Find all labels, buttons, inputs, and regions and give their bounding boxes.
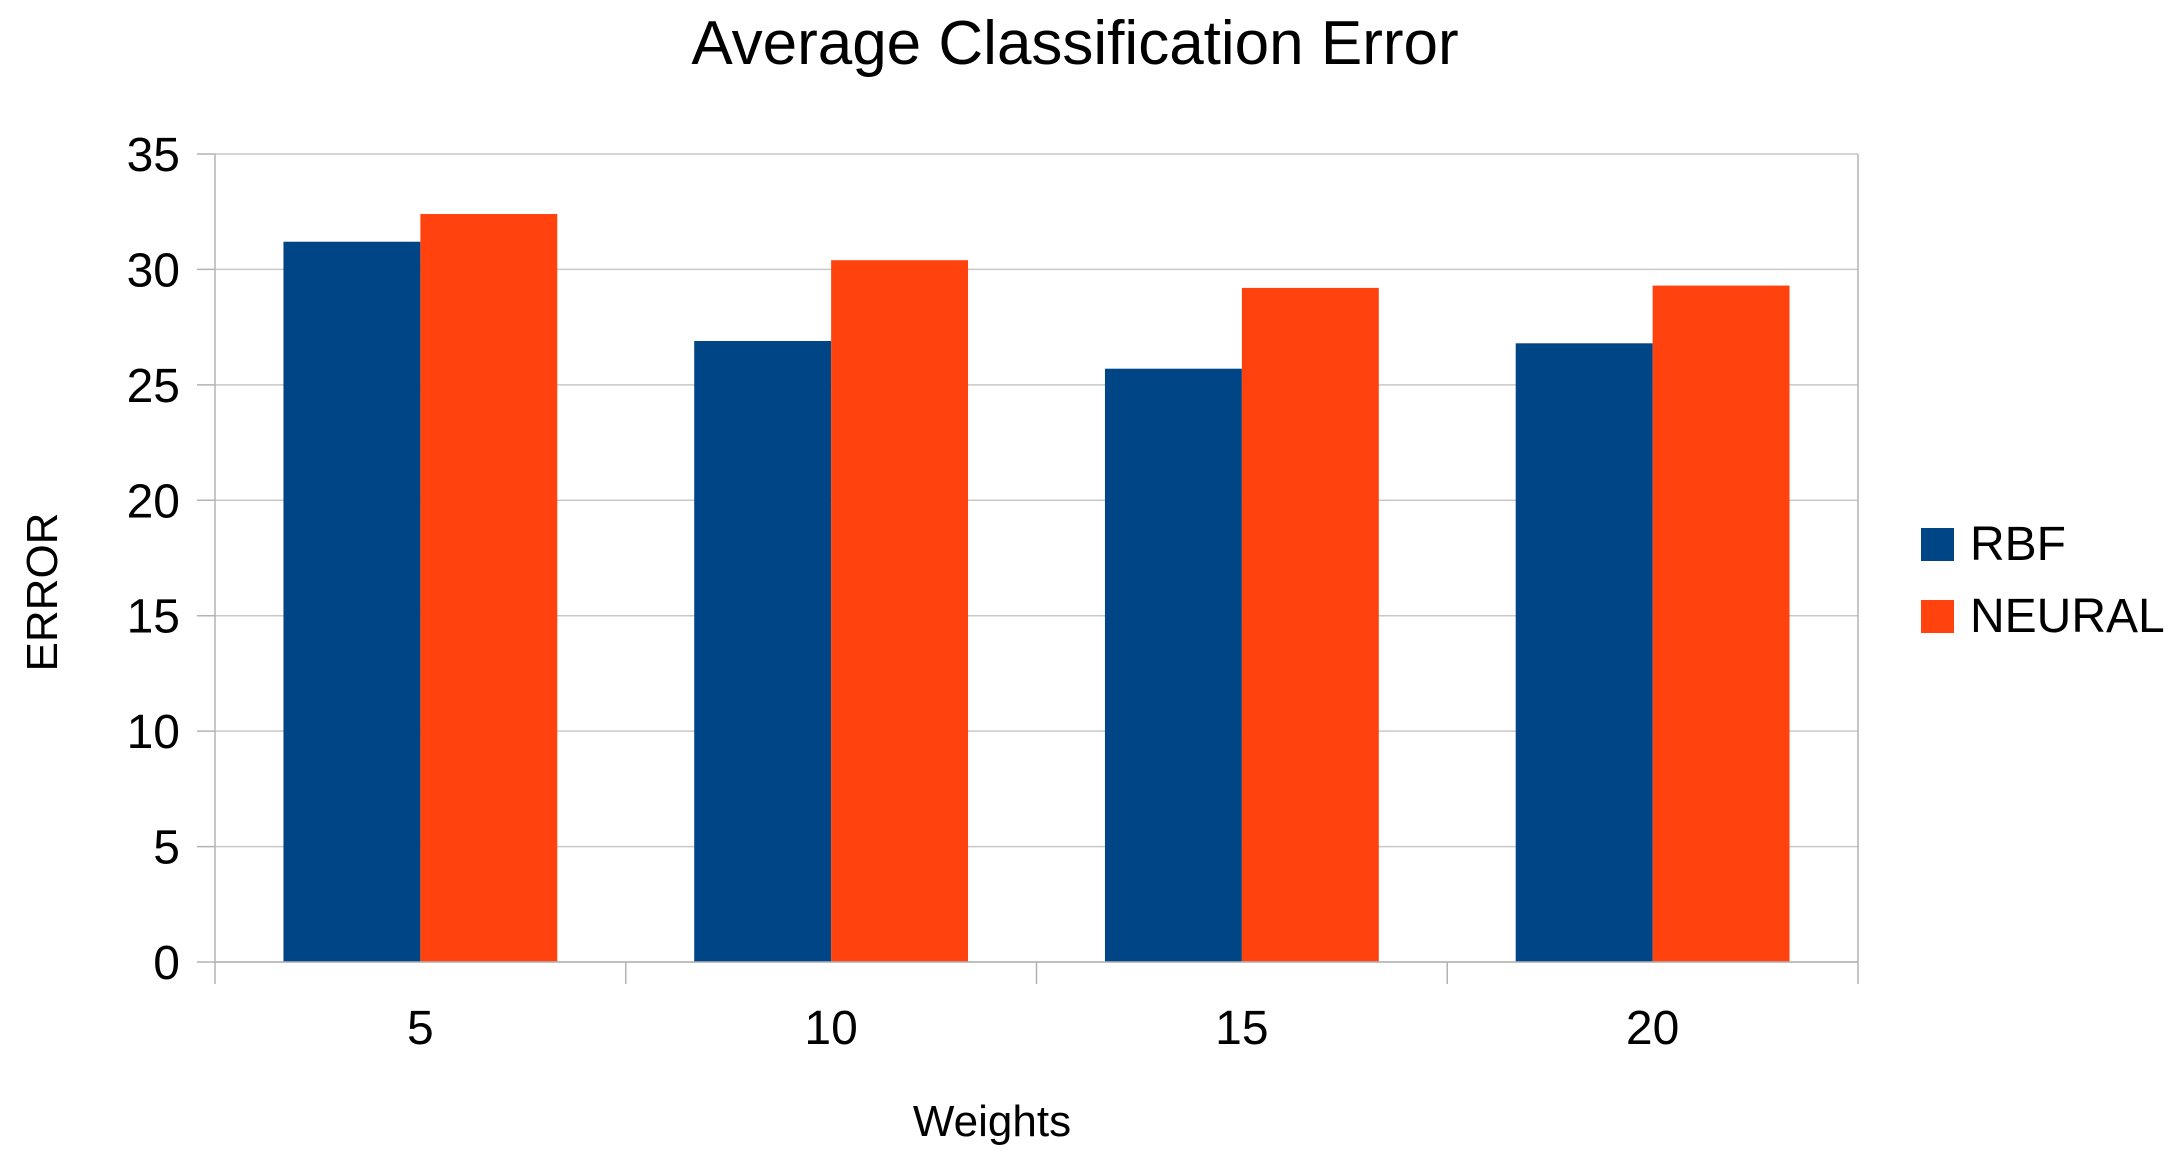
bar-rbf-20 [1515,343,1653,962]
x-axis-label: Weights [913,1097,1071,1146]
bar-neural-5 [420,214,558,963]
y-tick-label: 10 [127,706,180,759]
x-tick-label: 15 [1215,1002,1268,1055]
legend-label-neural: NEURAL [1970,590,2165,643]
bar-neural-15 [1241,287,1379,962]
y-tick-label: 20 [127,475,180,528]
bar-rbf-5 [283,241,421,962]
bar-neural-10 [831,260,969,962]
x-tick-label: 20 [1626,1002,1679,1055]
y-tick-label: 0 [153,937,180,990]
y-tick-label: 25 [127,360,180,413]
y-tick-labels: 0 5 10 15 20 25 30 35 [127,129,180,990]
legend-label-rbf: RBF [1970,518,2066,571]
legend: RBF NEURAL [1921,518,2165,643]
y-tick-label: 35 [127,129,180,182]
x-tick-labels: 5 10 15 20 [407,1002,1679,1055]
y-axis-label: ERROR [18,513,67,672]
legend-swatch-rbf [1921,528,1954,561]
bar-neural-20 [1652,285,1790,962]
y-tick-label: 5 [153,822,180,875]
x-tick-label: 10 [804,1002,857,1055]
y-tick-label: 15 [127,591,180,644]
x-tick-label: 5 [407,1002,434,1055]
bar-rbf-15 [1104,368,1242,962]
legend-swatch-neural [1921,600,1954,633]
bar-rbf-10 [694,340,832,963]
bars [283,214,1790,963]
chart-title: Average Classification Error [691,9,1458,78]
y-tick-label: 30 [127,244,180,297]
axes [197,153,1859,984]
